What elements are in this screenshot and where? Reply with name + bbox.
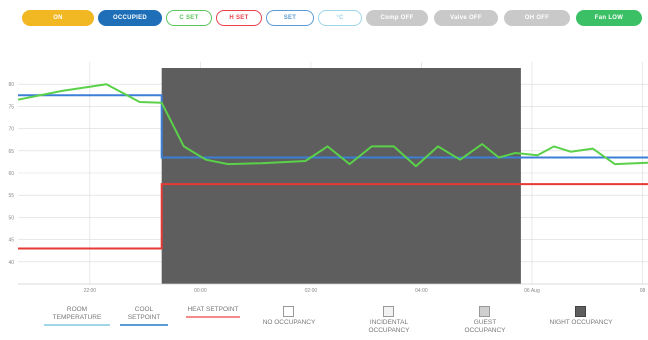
- y-tick-label: 65: [8, 149, 14, 155]
- x-tick-label: 22:00: [84, 288, 97, 294]
- legend-guest-occupancy[interactable]: GUEST OCCUPANCY: [460, 306, 510, 335]
- x-tick-label: 06 Aug: [524, 288, 540, 294]
- oh-status-pill[interactable]: OH OFF: [504, 10, 570, 26]
- y-tick-label: 50: [8, 215, 14, 221]
- fan-speed-pill[interactable]: Fan LOW: [576, 10, 642, 26]
- legend-no-occupancy[interactable]: NO OCCUPANCY: [262, 306, 316, 327]
- heat-setpoint-pill[interactable]: H SET: [216, 10, 262, 26]
- x-tick-label: 08: [640, 288, 646, 294]
- legend-incidental-occupancy-label: INCIDENTAL OCCUPANCY: [368, 319, 410, 334]
- legend-guest-occupancy-label: GUEST OCCUPANCY: [464, 319, 506, 334]
- heat-setpoint-line: [18, 183, 648, 250]
- legend-incidental-occupancy[interactable]: INCIDENTAL OCCUPANCY: [358, 306, 420, 335]
- room-temperature-swatch: [44, 324, 110, 326]
- legend-no-occupancy-label: NO OCCUPANCY: [262, 319, 316, 326]
- x-tick-label: 00:00: [194, 288, 207, 294]
- cool-setpoint-pill[interactable]: C SET: [166, 10, 212, 26]
- occupancy-status-pill[interactable]: OCCUPIED: [98, 10, 162, 26]
- guest-occupancy-swatch: [479, 306, 490, 317]
- legend-cool-setpoint[interactable]: COOL SETPOINT: [120, 306, 168, 326]
- room-temperature-line: [17, 83, 648, 168]
- valve-status-pill[interactable]: Valve OFF: [434, 10, 498, 26]
- legend-heat-setpoint[interactable]: HEAT SETPOINT: [186, 306, 240, 318]
- y-tick-label: 60: [8, 171, 14, 177]
- compressor-status-pill[interactable]: Comp OFF: [366, 10, 428, 26]
- temperature-history-chart: 80 75 70 65 60 55 50 45 40 22:00 00:00 02:00 04:00 06…: [8, 62, 648, 294]
- heat-setpoint-swatch: [186, 316, 240, 318]
- unit-celsius-pill[interactable]: °C: [318, 10, 362, 26]
- y-tick-label: 80: [8, 82, 14, 88]
- y-tick-label: 55: [8, 193, 14, 199]
- legend-night-occupancy[interactable]: NIGHT OCCUPANCY: [540, 306, 622, 327]
- cool-setpoint-swatch: [120, 324, 168, 326]
- legend-room-temperature[interactable]: ROOM TEMPERATURE: [44, 306, 110, 326]
- legend-cool-setpoint-label: COOL SETPOINT: [127, 306, 161, 321]
- status-pill-bar: ON OCCUPIED C SET H SET SET °C Comp OFF …: [0, 0, 648, 40]
- x-tick-label: 04:00: [415, 288, 428, 294]
- y-tick-label: 45: [8, 238, 14, 244]
- legend-night-occupancy-label: NIGHT OCCUPANCY: [549, 319, 613, 326]
- y-tick-label: 70: [8, 127, 14, 133]
- y-tick-label: 40: [8, 260, 14, 266]
- night-occupancy-band: [161, 68, 521, 284]
- incidental-occupancy-swatch: [383, 306, 394, 317]
- legend-room-temperature-label: ROOM TEMPERATURE: [52, 306, 102, 321]
- legend-heat-setpoint-label: HEAT SETPOINT: [187, 306, 239, 313]
- power-status-pill[interactable]: ON: [22, 10, 94, 26]
- chart-legend: ROOM TEMPERATURE COOL SETPOINT HEAT SETP…: [0, 300, 648, 340]
- setpoint-pill[interactable]: SET: [266, 10, 314, 26]
- y-tick-label: 75: [8, 104, 14, 110]
- no-occupancy-swatch: [283, 306, 294, 317]
- night-occupancy-swatch: [575, 306, 586, 317]
- x-tick-label: 02:00: [305, 288, 318, 294]
